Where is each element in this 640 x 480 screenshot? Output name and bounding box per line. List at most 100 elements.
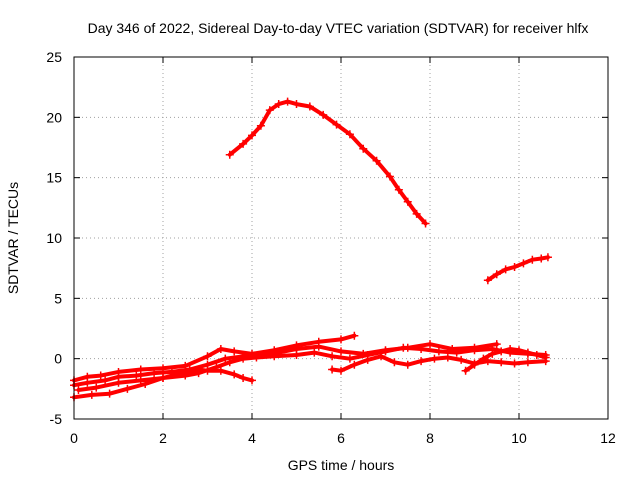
data-point-marker — [510, 359, 519, 368]
y-tick-label: 0 — [54, 351, 62, 367]
data-point-marker — [83, 378, 92, 387]
data-point-marker — [203, 352, 212, 361]
data-point-marker — [381, 347, 390, 356]
x-tick-label: 12 — [600, 430, 616, 446]
data-point-marker — [332, 120, 341, 129]
data-point-marker — [87, 390, 96, 399]
data-point-marker — [239, 139, 248, 148]
x-axis-label: GPS time / hours — [288, 457, 395, 473]
y-tick-label: 15 — [46, 170, 62, 186]
data-point-marker — [328, 365, 337, 374]
data-point-marker — [274, 100, 283, 109]
data-point-marker — [181, 371, 190, 380]
y-tick-label: 25 — [46, 49, 62, 65]
data-point-marker — [497, 347, 506, 356]
x-tick-label: 10 — [511, 430, 527, 446]
y-tick-label: 20 — [46, 109, 62, 125]
series-arc-low-6 — [461, 345, 550, 375]
data-point-marker — [363, 355, 372, 364]
data-point-marker — [488, 349, 497, 358]
data-point-marker — [372, 156, 381, 165]
data-point-marker — [426, 340, 434, 349]
axes — [73, 56, 609, 420]
y-axis-label: SDTVAR / TECUs — [5, 182, 21, 294]
data-point-marker — [483, 276, 492, 285]
data-point-marker — [537, 254, 546, 263]
data-point-marker — [203, 360, 212, 369]
data-point-marker — [528, 255, 537, 264]
data-point-marker — [248, 376, 256, 385]
data-point-marker — [136, 376, 145, 385]
data-point-marker — [515, 346, 523, 355]
data-point-marker — [510, 262, 519, 271]
data-point-marker — [345, 130, 354, 139]
data-point-marker — [96, 371, 105, 380]
series-arc-low-5 — [328, 352, 550, 375]
data-point-marker — [461, 366, 470, 375]
chart-title: Day 346 of 2022, Sidereal Day-to-day VTE… — [88, 20, 589, 36]
data-point-marker — [150, 369, 159, 378]
data-point-marker — [305, 102, 314, 111]
data-point-marker — [350, 331, 359, 340]
data-point-marker — [230, 347, 239, 356]
y-tick-label: -5 — [50, 411, 63, 427]
series-arc-low-2 — [70, 365, 256, 402]
data-point-marker — [337, 347, 345, 356]
data-point-marker — [377, 352, 386, 361]
data-point-marker — [412, 209, 421, 218]
data-point-marker — [497, 358, 506, 367]
data-point-marker — [221, 354, 230, 363]
data-point-marker — [216, 345, 225, 354]
data-point-marker — [283, 97, 292, 106]
data-point-marker — [252, 353, 261, 362]
tick-labels: 0 2 4 6 8 10 12 -5 0 5 10 15 20 25 — [46, 49, 616, 446]
x-tick-label: 6 — [337, 430, 345, 446]
series-trace — [463, 347, 548, 373]
data-point-marker — [523, 358, 532, 367]
data-point-marker — [101, 376, 110, 385]
data-point-marker — [239, 373, 248, 382]
data-point-marker — [74, 386, 83, 395]
data-point-marker — [105, 389, 114, 398]
data-point-marker — [532, 351, 541, 360]
data-point-marker — [159, 373, 167, 382]
data-point-marker — [314, 342, 323, 351]
x-tick-label: 0 — [70, 430, 78, 446]
data-point-marker — [417, 345, 426, 354]
data-point-marker — [248, 131, 256, 140]
data-point-marker — [337, 335, 345, 344]
data-point-marker — [265, 106, 274, 115]
data-point-marker — [470, 360, 479, 369]
data-point-marker — [403, 360, 412, 369]
data-point-marker — [403, 197, 412, 206]
data-point-marker — [452, 348, 461, 357]
data-point-marker — [185, 365, 194, 374]
data-point-marker — [230, 370, 239, 379]
data-series — [70, 97, 552, 402]
data-point-marker — [506, 345, 515, 354]
data-point-marker — [417, 357, 426, 366]
data-point-marker — [256, 121, 265, 130]
data-point-marker — [132, 371, 141, 380]
series-arc-late — [483, 253, 552, 285]
y-tick-label: 10 — [46, 230, 62, 246]
data-point-marker — [457, 355, 466, 364]
x-tick-label: 4 — [248, 430, 256, 446]
data-point-marker — [345, 354, 354, 363]
series-arc-high — [225, 97, 430, 228]
data-point-marker — [123, 384, 132, 393]
data-point-marker — [543, 253, 552, 262]
data-point-marker — [385, 172, 394, 181]
data-point-marker — [434, 347, 443, 356]
data-point-marker — [430, 354, 439, 363]
data-point-marker — [167, 367, 176, 376]
data-point-marker — [328, 352, 337, 361]
data-point-marker — [239, 354, 248, 363]
data-point-marker — [390, 358, 399, 367]
data-point-marker — [216, 366, 225, 375]
data-point-marker — [492, 340, 501, 349]
data-point-marker — [310, 348, 319, 357]
series-trace — [72, 333, 357, 383]
data-point-marker — [194, 369, 203, 378]
